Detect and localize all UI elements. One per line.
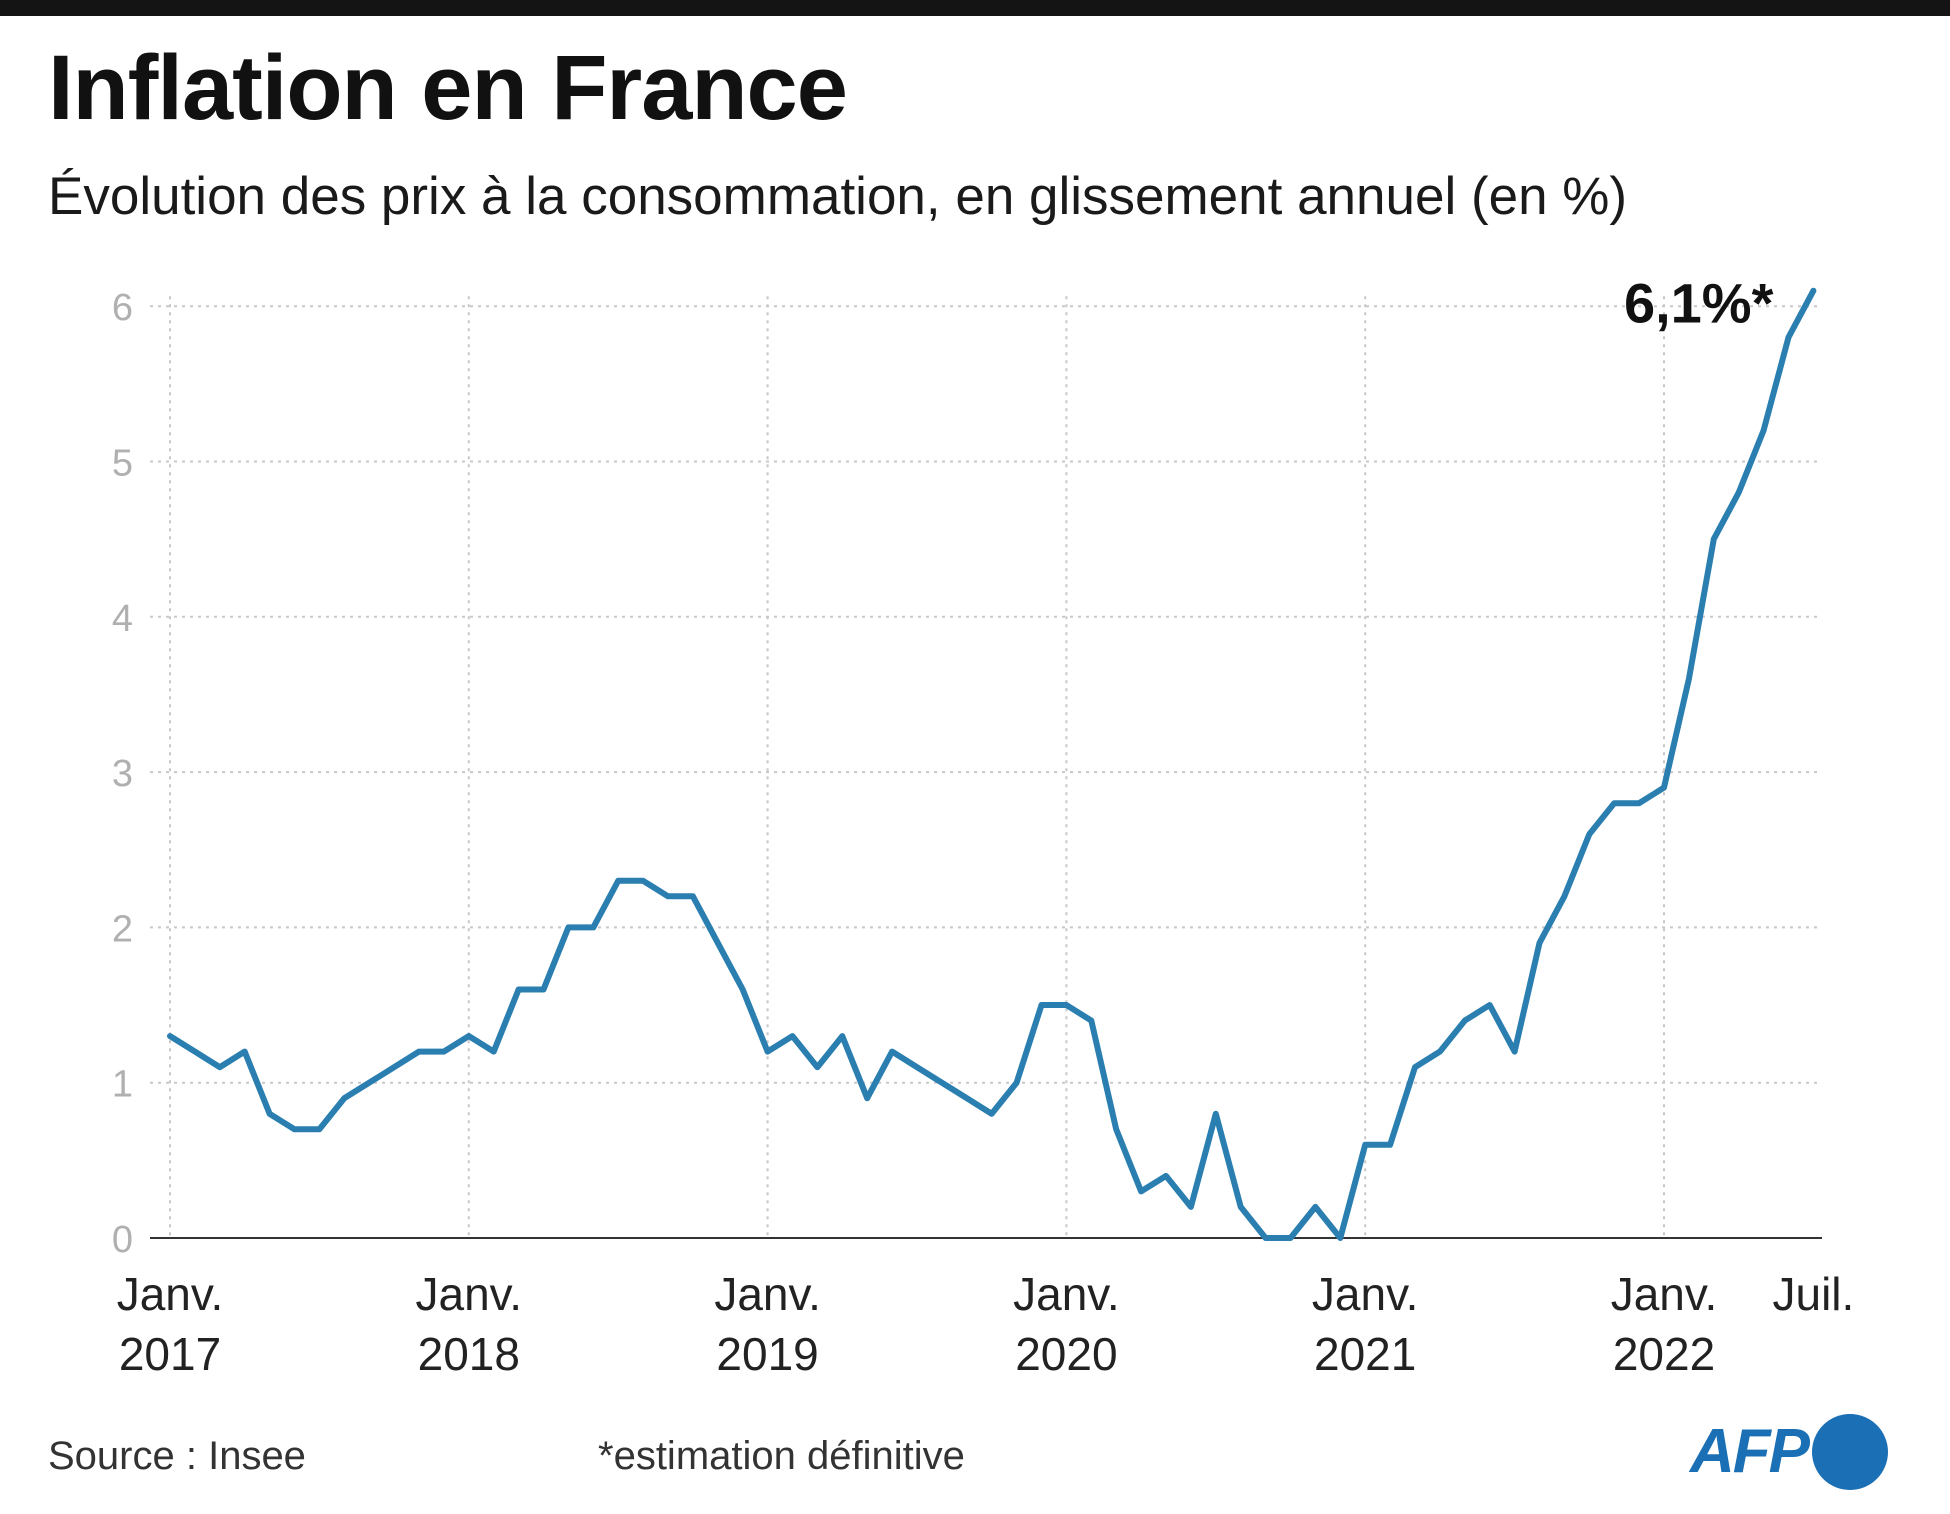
data-point [941, 1082, 943, 1084]
data-point [866, 1097, 868, 1099]
chart-subtitle: Évolution des prix à la consommation, en… [48, 167, 1628, 226]
data-point [393, 1066, 395, 1068]
x-tick-label-year: 2020 [1015, 1328, 1117, 1380]
data-point [642, 880, 644, 882]
data-point [1190, 1206, 1192, 1208]
data-point [1713, 538, 1715, 540]
data-point [244, 1051, 246, 1053]
data-point [1738, 492, 1740, 494]
data-point [1314, 1206, 1316, 1208]
data-point [1339, 1237, 1341, 1239]
data-point [916, 1066, 918, 1068]
data-point [1489, 1004, 1491, 1006]
data-point [1215, 1113, 1217, 1115]
data-point [1389, 1144, 1391, 1146]
afp-logo-dot [1812, 1414, 1888, 1490]
latest-value-annotation: 6,1%* [1624, 272, 1774, 335]
data-point [592, 926, 594, 928]
afp-logo: AFP [1690, 1412, 1888, 1492]
data-point [1763, 429, 1765, 431]
data-point [269, 1113, 271, 1115]
x-tick-label-month: Janv. [1013, 1268, 1120, 1320]
data-point [1439, 1051, 1441, 1053]
y-tick-label: 4 [112, 598, 133, 640]
data-point [1115, 1128, 1117, 1130]
data-point [742, 989, 744, 991]
data-point [468, 1035, 470, 1037]
data-point [1041, 1004, 1042, 1006]
afp-logo-text: AFP [1690, 1417, 1810, 1486]
data-point [1065, 1004, 1067, 1006]
data-point [1290, 1237, 1291, 1239]
data-point [1663, 787, 1665, 789]
x-tick-label-year: 2019 [716, 1328, 818, 1380]
x-tick-label-month: Janv. [714, 1268, 821, 1320]
data-point [1688, 678, 1690, 680]
data-point [792, 1035, 793, 1037]
x-tick-label-month: Janv. [1611, 1268, 1718, 1320]
data-point [169, 1035, 171, 1037]
x-tick-label-month: Juil. [1772, 1268, 1854, 1320]
data-point [1638, 802, 1640, 804]
data-point [1165, 1175, 1167, 1177]
data-point [1539, 942, 1540, 944]
data-point [1464, 1020, 1466, 1022]
y-tick-label: 1 [112, 1064, 133, 1106]
data-point [667, 895, 669, 897]
data-point [1812, 290, 1814, 292]
data-point [1514, 1051, 1516, 1053]
y-tick-label: 0 [112, 1219, 133, 1261]
data-point [343, 1097, 345, 1099]
source-note: Source : Insee [48, 1434, 306, 1478]
data-point [1140, 1190, 1142, 1192]
x-tick-label-year: 2017 [119, 1328, 221, 1380]
data-point [767, 1051, 769, 1053]
data-point [567, 926, 569, 928]
data-point [518, 989, 520, 991]
data-point [318, 1128, 320, 1130]
data-point [1016, 1082, 1018, 1084]
data-point [1265, 1237, 1267, 1239]
data-point [1588, 833, 1590, 835]
data-point [692, 895, 694, 897]
data-point [966, 1097, 968, 1099]
x-tick-label-year: 2018 [418, 1328, 520, 1380]
data-point [443, 1051, 445, 1053]
inflation-series-line [167, 287, 1817, 1241]
data-point [717, 942, 719, 944]
data-point [816, 1066, 818, 1068]
data-point [543, 989, 544, 991]
data-point [1788, 336, 1789, 338]
top-bar [0, 0, 1950, 16]
data-point [617, 880, 619, 882]
data-point [219, 1066, 221, 1068]
data-point [1090, 1020, 1092, 1022]
data-point [1563, 895, 1565, 897]
data-point [493, 1051, 495, 1053]
data-point [891, 1051, 893, 1053]
x-tick-label-year: 2022 [1613, 1328, 1715, 1380]
data-point [418, 1051, 420, 1053]
y-tick-label: 2 [112, 908, 133, 950]
x-tick-label-month: Janv. [117, 1268, 224, 1320]
y-tick-label: 6 [112, 287, 133, 329]
data-point [1240, 1206, 1242, 1208]
data-point [194, 1051, 196, 1053]
data-point [841, 1035, 843, 1037]
x-tick-label-month: Janv. [1312, 1268, 1419, 1320]
data-point [991, 1113, 993, 1115]
data-point [368, 1082, 370, 1084]
data-point [1364, 1144, 1366, 1146]
estimate-footnote: *estimation définitive [598, 1434, 965, 1478]
y-tick-label: 3 [112, 753, 133, 795]
x-tick-label-month: Janv. [416, 1268, 523, 1320]
data-point [294, 1128, 295, 1130]
data-point [1414, 1066, 1416, 1068]
x-tick-label-year: 2021 [1314, 1328, 1416, 1380]
chart-title: Inflation en France [48, 37, 848, 139]
y-tick-label: 5 [112, 443, 133, 485]
data-point [1613, 802, 1615, 804]
